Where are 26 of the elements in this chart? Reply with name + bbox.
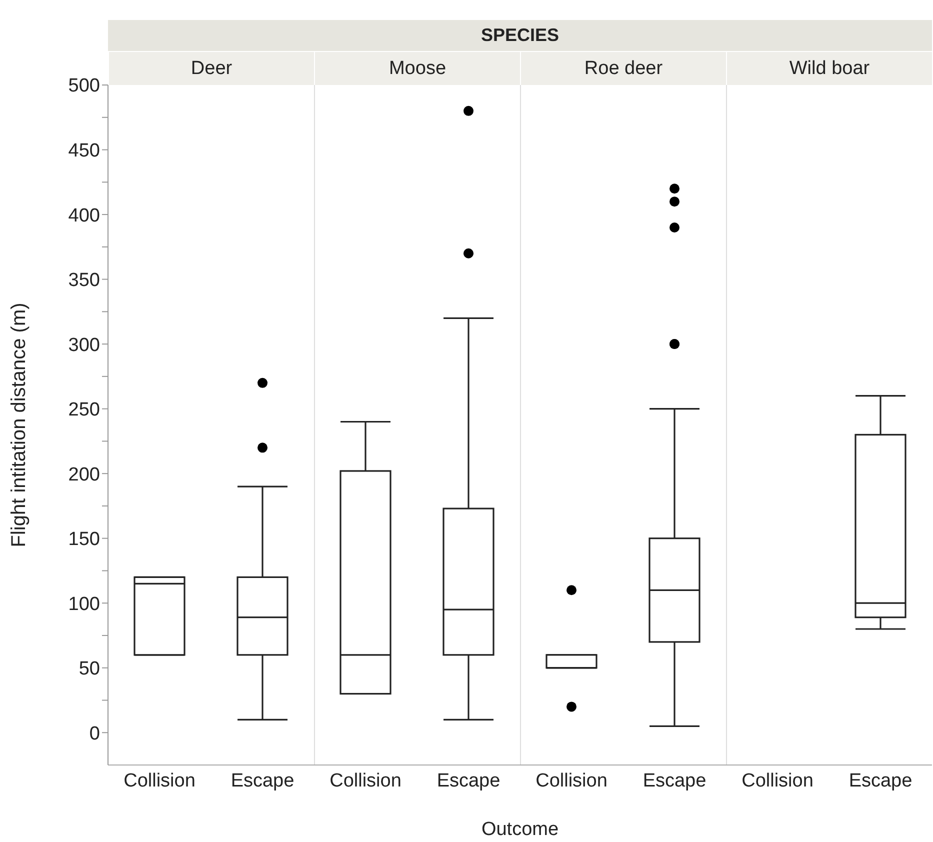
y-tick-label: 250: [68, 400, 100, 421]
x-tick-label: Escape: [642, 770, 706, 792]
x-tick-label: Collision: [742, 770, 814, 792]
x-tick-label: Collision: [536, 770, 608, 792]
y-tick-label: 150: [68, 529, 100, 550]
y-tick-label: 50: [78, 658, 100, 680]
text: Moose: [314, 52, 520, 85]
y-tick-label: 300: [68, 334, 100, 356]
y-tick-label: 450: [68, 140, 100, 162]
y-tick-label: 400: [68, 205, 100, 226]
y-tick-label: 200: [68, 464, 100, 486]
y-axis-title: Flight intitation distance (m): [8, 302, 30, 548]
x-tick-label: Escape: [848, 770, 912, 792]
x-tick-label: Escape: [436, 770, 500, 792]
text: Wild boar: [726, 52, 932, 85]
y-tick-label: 500: [68, 76, 100, 97]
x-tick-label: Collision: [330, 770, 402, 792]
x-axis-title: Outcome: [480, 819, 560, 841]
text: Roe deer: [520, 52, 726, 85]
text: Deer: [108, 52, 314, 85]
y-tick-label: 350: [68, 270, 100, 292]
chart-title: SPECIES: [108, 20, 932, 51]
y-tick-label: 100: [68, 594, 100, 615]
x-tick-label: Collision: [124, 770, 196, 792]
y-tick-label: 0: [89, 723, 100, 744]
x-tick-label: Escape: [230, 770, 294, 792]
